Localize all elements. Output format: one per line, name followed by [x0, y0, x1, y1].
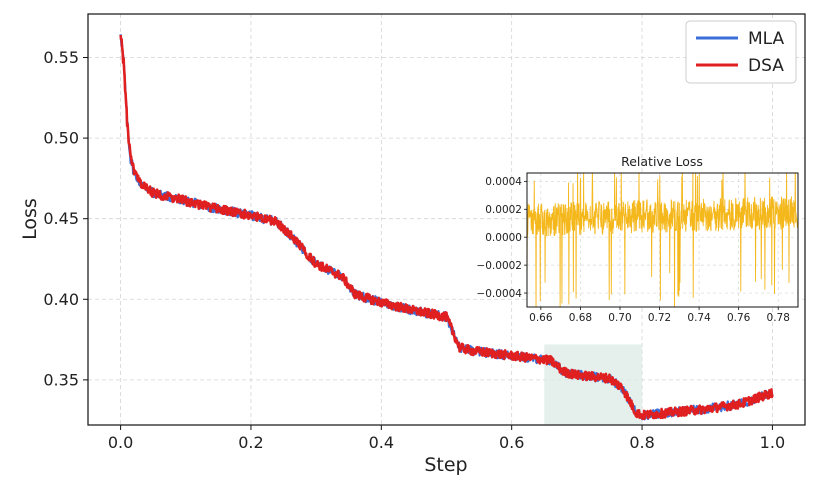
inset-x-tick-label: 0.78	[767, 312, 790, 324]
inset-y-tick-label: −0.0002	[476, 260, 522, 272]
inset-x-tick-label: 0.70	[608, 312, 631, 324]
inset-plot-frame	[526, 172, 799, 308]
main-y-tick-label: 0.45	[43, 209, 79, 228]
main-plot-frame	[87, 13, 806, 426]
main-series-group	[119, 34, 774, 421]
main-x-tick-label: 0.0	[108, 433, 133, 452]
inset-x-tick-label: 0.76	[727, 312, 751, 324]
y-axis-title: Loss	[19, 198, 41, 240]
main-y-tick-label: 0.35	[43, 370, 79, 389]
inset-y-tick-label: 0.0002	[485, 204, 522, 216]
inset-x-tick-label: 0.68	[569, 312, 592, 324]
legend-label-mla: MLA	[748, 29, 785, 49]
main-grid	[88, 14, 805, 425]
main-x-tick-label: 0.6	[499, 433, 524, 452]
main-x-tick-label: 1.0	[760, 433, 785, 452]
main-x-ticks: 0.0 0.2 0.4 0.6 0.8 1.0	[108, 425, 785, 452]
inset-series-group	[527, 173, 798, 307]
main-y-tick-label: 0.50	[43, 129, 79, 148]
x-axis-title: Step	[424, 454, 467, 476]
inset-y-tick-label: −0.0004	[476, 288, 522, 300]
inset-y-tick-label: 0.0000	[485, 232, 522, 244]
inset-background	[527, 173, 798, 307]
inset-x-tick-label: 0.74	[687, 312, 711, 324]
main-y-tick-label: 0.55	[43, 48, 79, 67]
inset-x-tick-label: 0.66	[529, 312, 553, 324]
inset-relative-loss-line	[527, 173, 798, 307]
inset-y-ticks: −0.0004 −0.0002 0.0000 0.0002 0.0004	[476, 176, 527, 300]
inset-y-tick-label: 0.0004	[485, 176, 522, 188]
main-y-tick-label: 0.40	[43, 290, 79, 309]
main-x-tick-label: 0.8	[629, 433, 654, 452]
inset-x-tick-label: 0.72	[648, 312, 671, 324]
inset-title: Relative Loss	[621, 154, 703, 169]
inset-x-ticks: 0.66 0.68 0.70 0.72 0.74 0.76 0.78	[529, 307, 790, 324]
main-x-tick-label: 0.2	[238, 433, 263, 452]
zoom-highlight-region	[544, 344, 643, 425]
main-x-tick-label: 0.4	[369, 433, 394, 452]
series-line-dsa	[119, 34, 774, 421]
legend: MLA DSA	[685, 20, 797, 84]
main-y-ticks: 0.35 0.40 0.45 0.50 0.55	[43, 48, 88, 389]
legend-label-dsa: DSA	[748, 56, 784, 76]
